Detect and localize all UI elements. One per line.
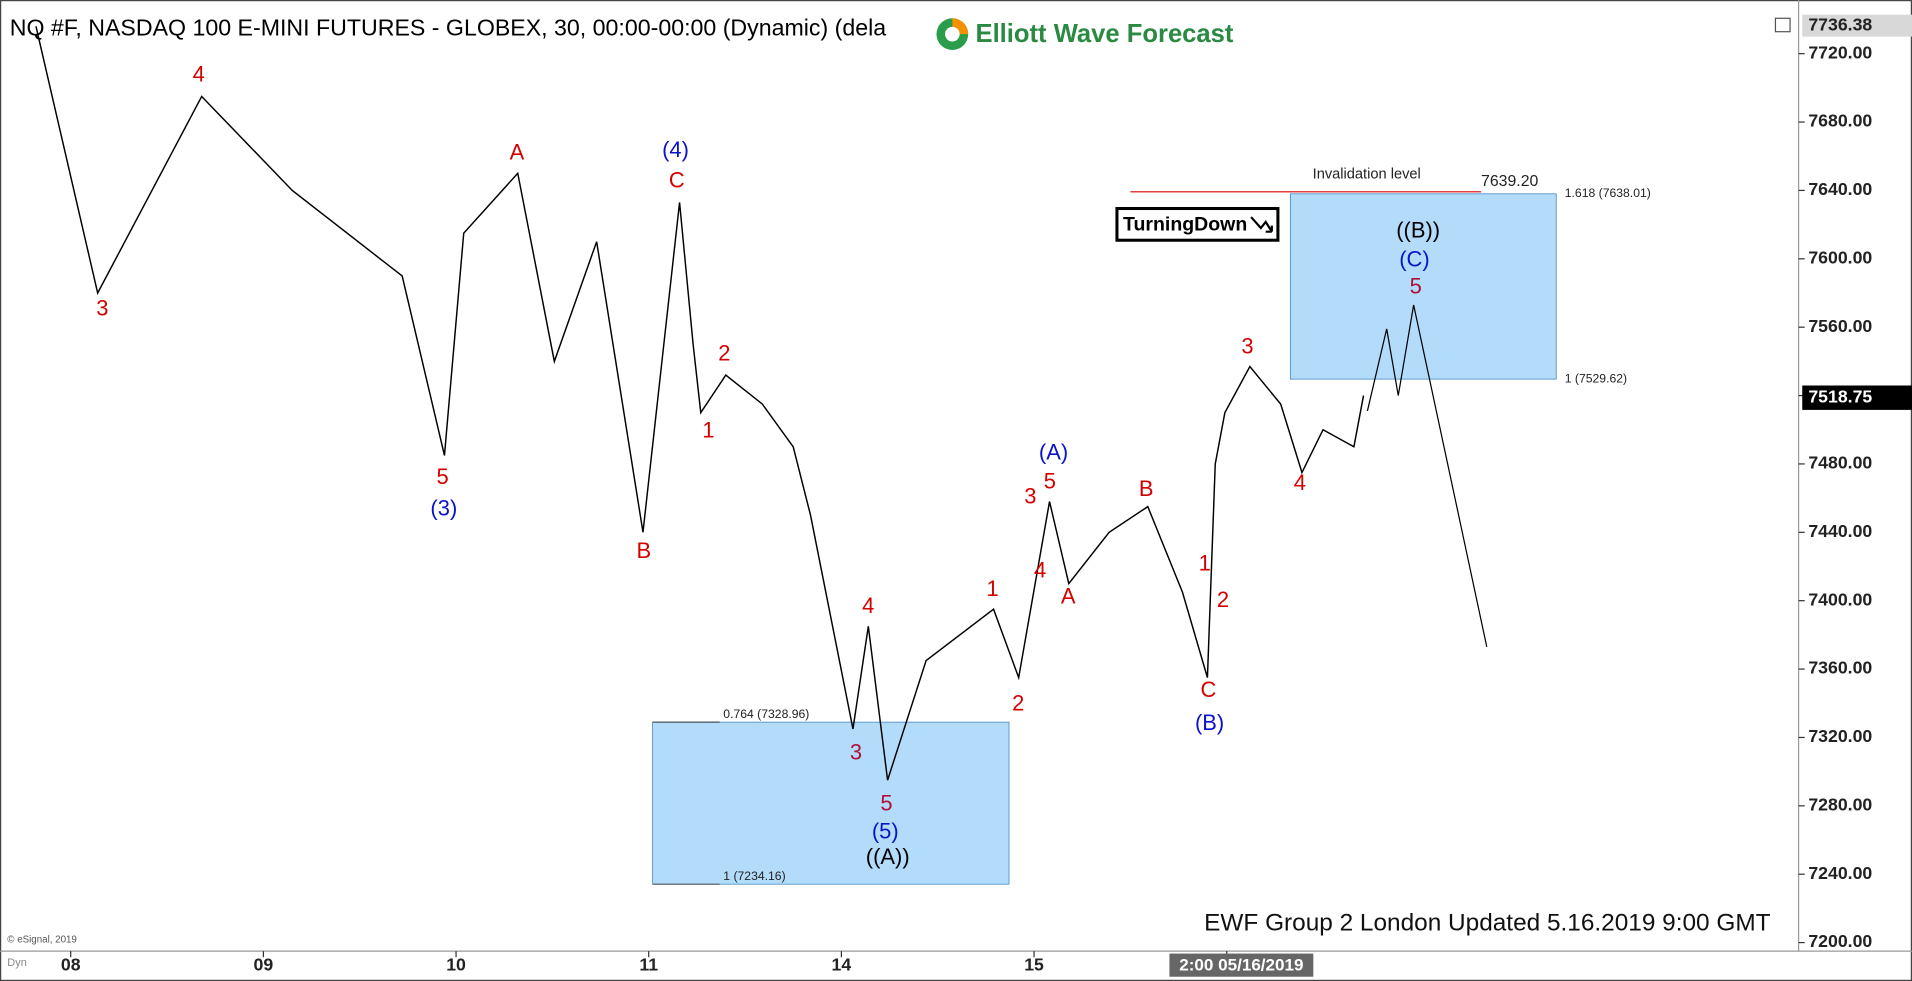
- wave-label: A: [510, 139, 525, 164]
- zones: 1.618 (7638.01) 1 (7529.62) 0.764 (7328.96…: [652, 167, 1651, 885]
- wave-label: (A): [1039, 439, 1068, 464]
- last-price-tag: [1802, 385, 1912, 410]
- y-tick-label: 7480.00: [1808, 453, 1872, 473]
- invalidation-label: Invalidation level: [1313, 167, 1421, 183]
- y-tick-label: 7640.00: [1808, 179, 1872, 199]
- wave-label: 5: [880, 791, 892, 816]
- wave-label: 4: [1294, 470, 1306, 495]
- wave-label: 3: [96, 296, 108, 321]
- wave-label: 2: [1217, 587, 1229, 612]
- x-tick-label: 14: [832, 954, 852, 974]
- wave-label: (C): [1399, 247, 1429, 272]
- badge-arrow: [1250, 216, 1273, 233]
- window-icon[interactable]: [1774, 17, 1791, 33]
- y-tick-label: 7280.00: [1808, 794, 1872, 814]
- y-tick-label: 7320.00: [1808, 726, 1872, 746]
- y-tick-label: 7720.00: [1808, 42, 1872, 62]
- y-tick-label: 7200.00: [1808, 931, 1872, 951]
- wave-labels: 4 3 5 (3) A (4) C B 2 1 4 3 5 (5) ((A)) …: [96, 61, 1440, 869]
- y-tick-label: 7600.00: [1808, 247, 1872, 267]
- wave-label: 4: [193, 61, 205, 86]
- fib-label: 1.618 (7638.01): [1565, 186, 1651, 200]
- y-tick-label: 7240.00: [1808, 863, 1872, 883]
- wave-label: (B): [1195, 710, 1224, 735]
- wave-label: 4: [1034, 558, 1046, 583]
- high-price-tag: [1802, 14, 1912, 37]
- fib-label: 1 (7234.16): [723, 869, 785, 883]
- logo-bg: [932, 12, 1244, 57]
- y-tick-label: 7360.00: [1808, 658, 1872, 678]
- target-zone: [652, 721, 1010, 885]
- fib-label: 0.764 (7328.96): [723, 707, 809, 721]
- wave-label: (5): [872, 819, 899, 844]
- wave-label: 4: [862, 593, 874, 618]
- y-tick-label: 7560.00: [1808, 316, 1872, 336]
- wave-label: 1: [1199, 550, 1211, 575]
- fib-label: 1 (7529.62): [1565, 371, 1627, 385]
- y-tick-label: 7680.00: [1808, 111, 1872, 131]
- wave-label: (4): [662, 137, 689, 162]
- wave-label: 1: [986, 576, 998, 601]
- wave-label: C: [669, 167, 685, 192]
- wave-label: A: [1061, 583, 1076, 608]
- price-line: [35, 26, 1365, 781]
- wave-label: ((A)): [866, 844, 910, 869]
- chart-title: NQ #F, NASDAQ 100 E-MINI FUTURES - GLOBE…: [10, 14, 886, 40]
- wave-label: 5: [1410, 274, 1422, 299]
- invalidation-value: 7639.20: [1481, 173, 1538, 190]
- projection-line: [1366, 304, 1488, 648]
- plot: [35, 26, 1488, 781]
- corner-label: Dyn: [7, 957, 27, 969]
- high-price-label: 7736.38: [1808, 14, 1872, 34]
- logo-text: Elliott Wave Forecast: [976, 20, 1234, 48]
- wave-label: 3: [1241, 333, 1253, 358]
- x-tick-label: 11: [639, 954, 658, 974]
- wave-label: (3): [430, 496, 457, 521]
- badge-text: TurningDown: [1123, 214, 1247, 236]
- wave-label: ((B)): [1396, 217, 1440, 242]
- wave-label: 3: [1024, 483, 1036, 508]
- copyright: © eSignal, 2019: [7, 935, 77, 946]
- x-tick-label: 2:00 05/16/2019: [1179, 955, 1303, 974]
- wave-label: 2: [718, 341, 730, 366]
- wave-label: 3: [850, 739, 862, 764]
- wave-label: 5: [437, 464, 449, 489]
- x-tick-label: 15: [1024, 954, 1044, 974]
- x-tick-label: 10: [446, 954, 466, 974]
- wave-label: B: [637, 538, 652, 563]
- axes: 7200.00 7240.00 7280.00 7320.00 7360.00 7400.…: [61, 14, 1912, 977]
- x-tick-label: 08: [61, 954, 81, 974]
- logo-icon: [936, 18, 969, 50]
- wave-label: 5: [1044, 469, 1056, 494]
- wave-label: 2: [1012, 691, 1024, 716]
- footer: EWF Group 2 London Updated 5.16.2019 9:0…: [1204, 910, 1770, 937]
- y-tick-label: 7400.00: [1808, 589, 1872, 609]
- x-tick-highlight: [1169, 953, 1314, 977]
- y-tick-label: 7440.00: [1808, 521, 1872, 541]
- wave-label: C: [1200, 677, 1216, 702]
- x-tick-label: 09: [254, 954, 274, 974]
- last-price-label: 7518.75: [1808, 386, 1872, 406]
- wave-label: B: [1139, 476, 1154, 501]
- badge-box: [1115, 206, 1280, 242]
- wave-label: 1: [702, 417, 714, 442]
